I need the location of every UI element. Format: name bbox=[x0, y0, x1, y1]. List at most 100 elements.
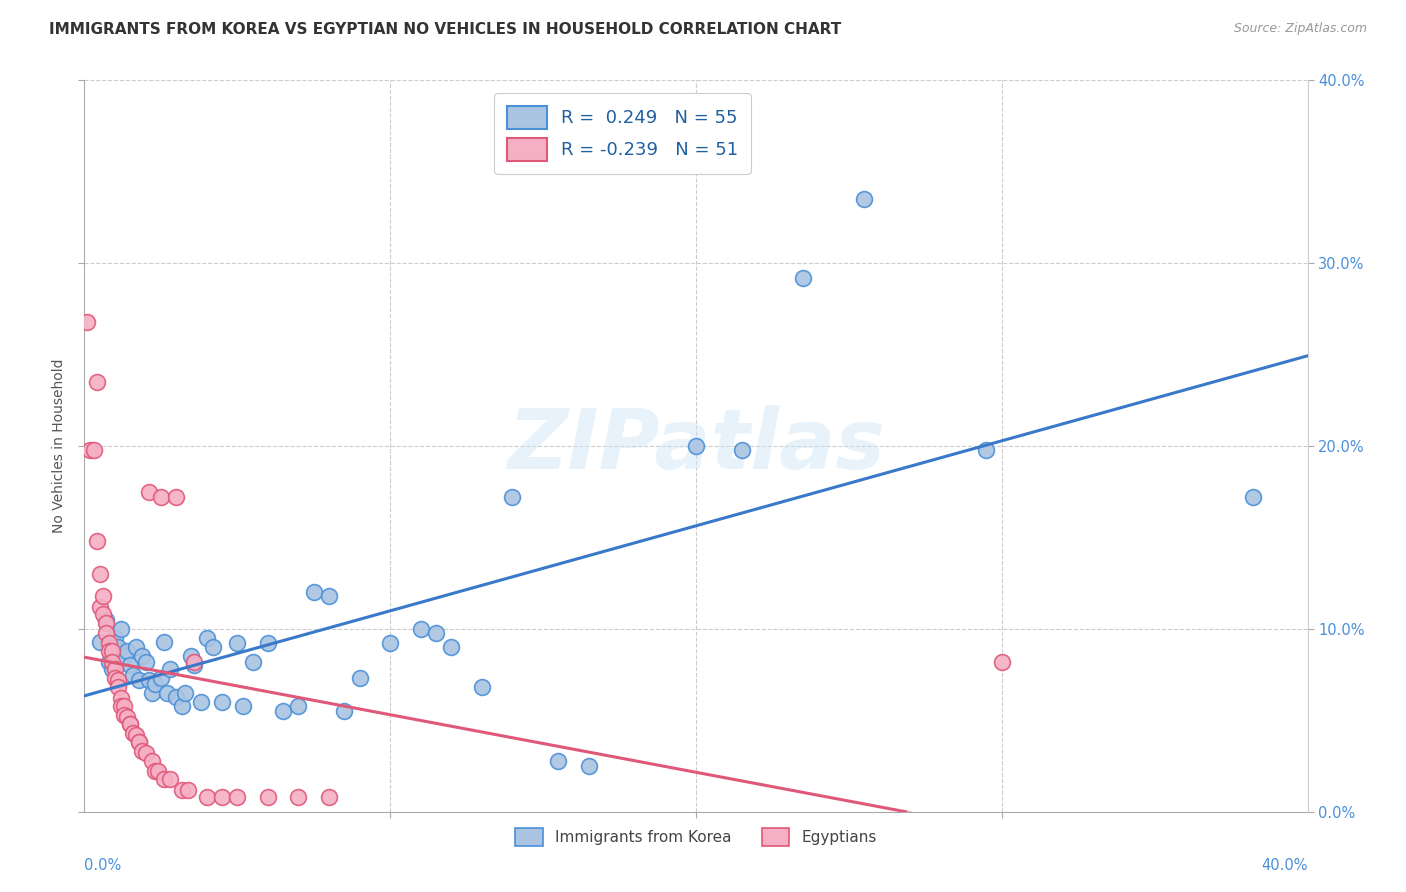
Point bbox=[91, 589, 114, 603]
Legend: Immigrants from Korea, Egyptians: Immigrants from Korea, Egyptians bbox=[509, 822, 883, 852]
Point bbox=[991, 655, 1014, 669]
Point bbox=[685, 439, 707, 453]
Point bbox=[115, 709, 138, 723]
Point bbox=[143, 676, 166, 690]
Point bbox=[380, 636, 402, 650]
Point bbox=[97, 644, 120, 658]
Point bbox=[547, 754, 569, 768]
Point bbox=[318, 589, 340, 603]
Point bbox=[128, 673, 150, 687]
Point bbox=[79, 442, 101, 457]
Point bbox=[94, 616, 117, 631]
Text: IMMIGRANTS FROM KOREA VS EGYPTIAN NO VEHICLES IN HOUSEHOLD CORRELATION CHART: IMMIGRANTS FROM KOREA VS EGYPTIAN NO VEH… bbox=[49, 22, 841, 37]
Point bbox=[149, 671, 172, 685]
Point bbox=[107, 681, 129, 695]
Point bbox=[172, 698, 194, 713]
Point bbox=[107, 640, 129, 655]
Point bbox=[104, 671, 127, 685]
Point bbox=[89, 634, 111, 648]
Point bbox=[131, 649, 153, 664]
Point bbox=[135, 746, 157, 760]
Point bbox=[287, 698, 309, 713]
Point bbox=[1241, 490, 1264, 504]
Point bbox=[86, 375, 108, 389]
Point bbox=[349, 671, 371, 685]
Point bbox=[83, 442, 105, 457]
Point bbox=[141, 754, 163, 768]
Point bbox=[183, 658, 205, 673]
Text: ZIPatlas: ZIPatlas bbox=[508, 406, 884, 486]
Point bbox=[153, 634, 176, 648]
Point bbox=[89, 567, 111, 582]
Point bbox=[141, 686, 163, 700]
Point bbox=[143, 764, 166, 779]
Point bbox=[156, 686, 179, 700]
Point bbox=[89, 599, 111, 614]
Point bbox=[172, 782, 194, 797]
Point bbox=[135, 655, 157, 669]
Point bbox=[128, 735, 150, 749]
Point bbox=[86, 534, 108, 549]
Point bbox=[112, 649, 135, 664]
Point bbox=[201, 640, 224, 655]
Point bbox=[318, 790, 340, 805]
Point bbox=[174, 686, 197, 700]
Point bbox=[287, 790, 309, 805]
Point bbox=[440, 640, 463, 655]
Point bbox=[165, 490, 187, 504]
Point bbox=[138, 484, 160, 499]
Point bbox=[302, 585, 325, 599]
Point bbox=[104, 662, 127, 676]
Point bbox=[578, 759, 600, 773]
Text: 0.0%: 0.0% bbox=[84, 858, 121, 873]
Point bbox=[122, 667, 145, 681]
Point bbox=[226, 636, 249, 650]
Point bbox=[159, 662, 181, 676]
Point bbox=[146, 764, 169, 779]
Point bbox=[333, 704, 356, 718]
Point bbox=[165, 690, 187, 704]
Point bbox=[180, 649, 202, 664]
Point bbox=[409, 622, 432, 636]
Point bbox=[211, 790, 233, 805]
Point bbox=[232, 698, 254, 713]
Point bbox=[112, 707, 135, 722]
Point bbox=[242, 655, 264, 669]
Point bbox=[120, 658, 142, 673]
Point bbox=[120, 717, 142, 731]
Point bbox=[177, 782, 200, 797]
Point bbox=[125, 728, 148, 742]
Point bbox=[97, 636, 120, 650]
Point bbox=[131, 744, 153, 758]
Point bbox=[76, 315, 98, 329]
Point bbox=[107, 673, 129, 687]
Point bbox=[138, 673, 160, 687]
Point bbox=[195, 790, 218, 805]
Point bbox=[110, 622, 132, 636]
Point bbox=[101, 644, 124, 658]
Point bbox=[159, 772, 181, 786]
Point bbox=[110, 698, 132, 713]
Point bbox=[792, 270, 814, 285]
Point bbox=[853, 192, 876, 206]
Point bbox=[125, 640, 148, 655]
Point bbox=[91, 607, 114, 622]
Point bbox=[257, 636, 280, 650]
Point bbox=[731, 442, 754, 457]
Point bbox=[976, 442, 998, 457]
Point bbox=[502, 490, 524, 504]
Point bbox=[101, 662, 124, 676]
Point bbox=[149, 490, 172, 504]
Point bbox=[153, 772, 176, 786]
Point bbox=[101, 655, 124, 669]
Point bbox=[128, 735, 150, 749]
Point bbox=[120, 717, 142, 731]
Text: Source: ZipAtlas.com: Source: ZipAtlas.com bbox=[1233, 22, 1367, 36]
Point bbox=[190, 695, 212, 709]
Point bbox=[97, 655, 120, 669]
Point bbox=[112, 698, 135, 713]
Point bbox=[211, 695, 233, 709]
Text: 40.0%: 40.0% bbox=[1261, 858, 1308, 873]
Point bbox=[271, 704, 294, 718]
Point bbox=[115, 644, 138, 658]
